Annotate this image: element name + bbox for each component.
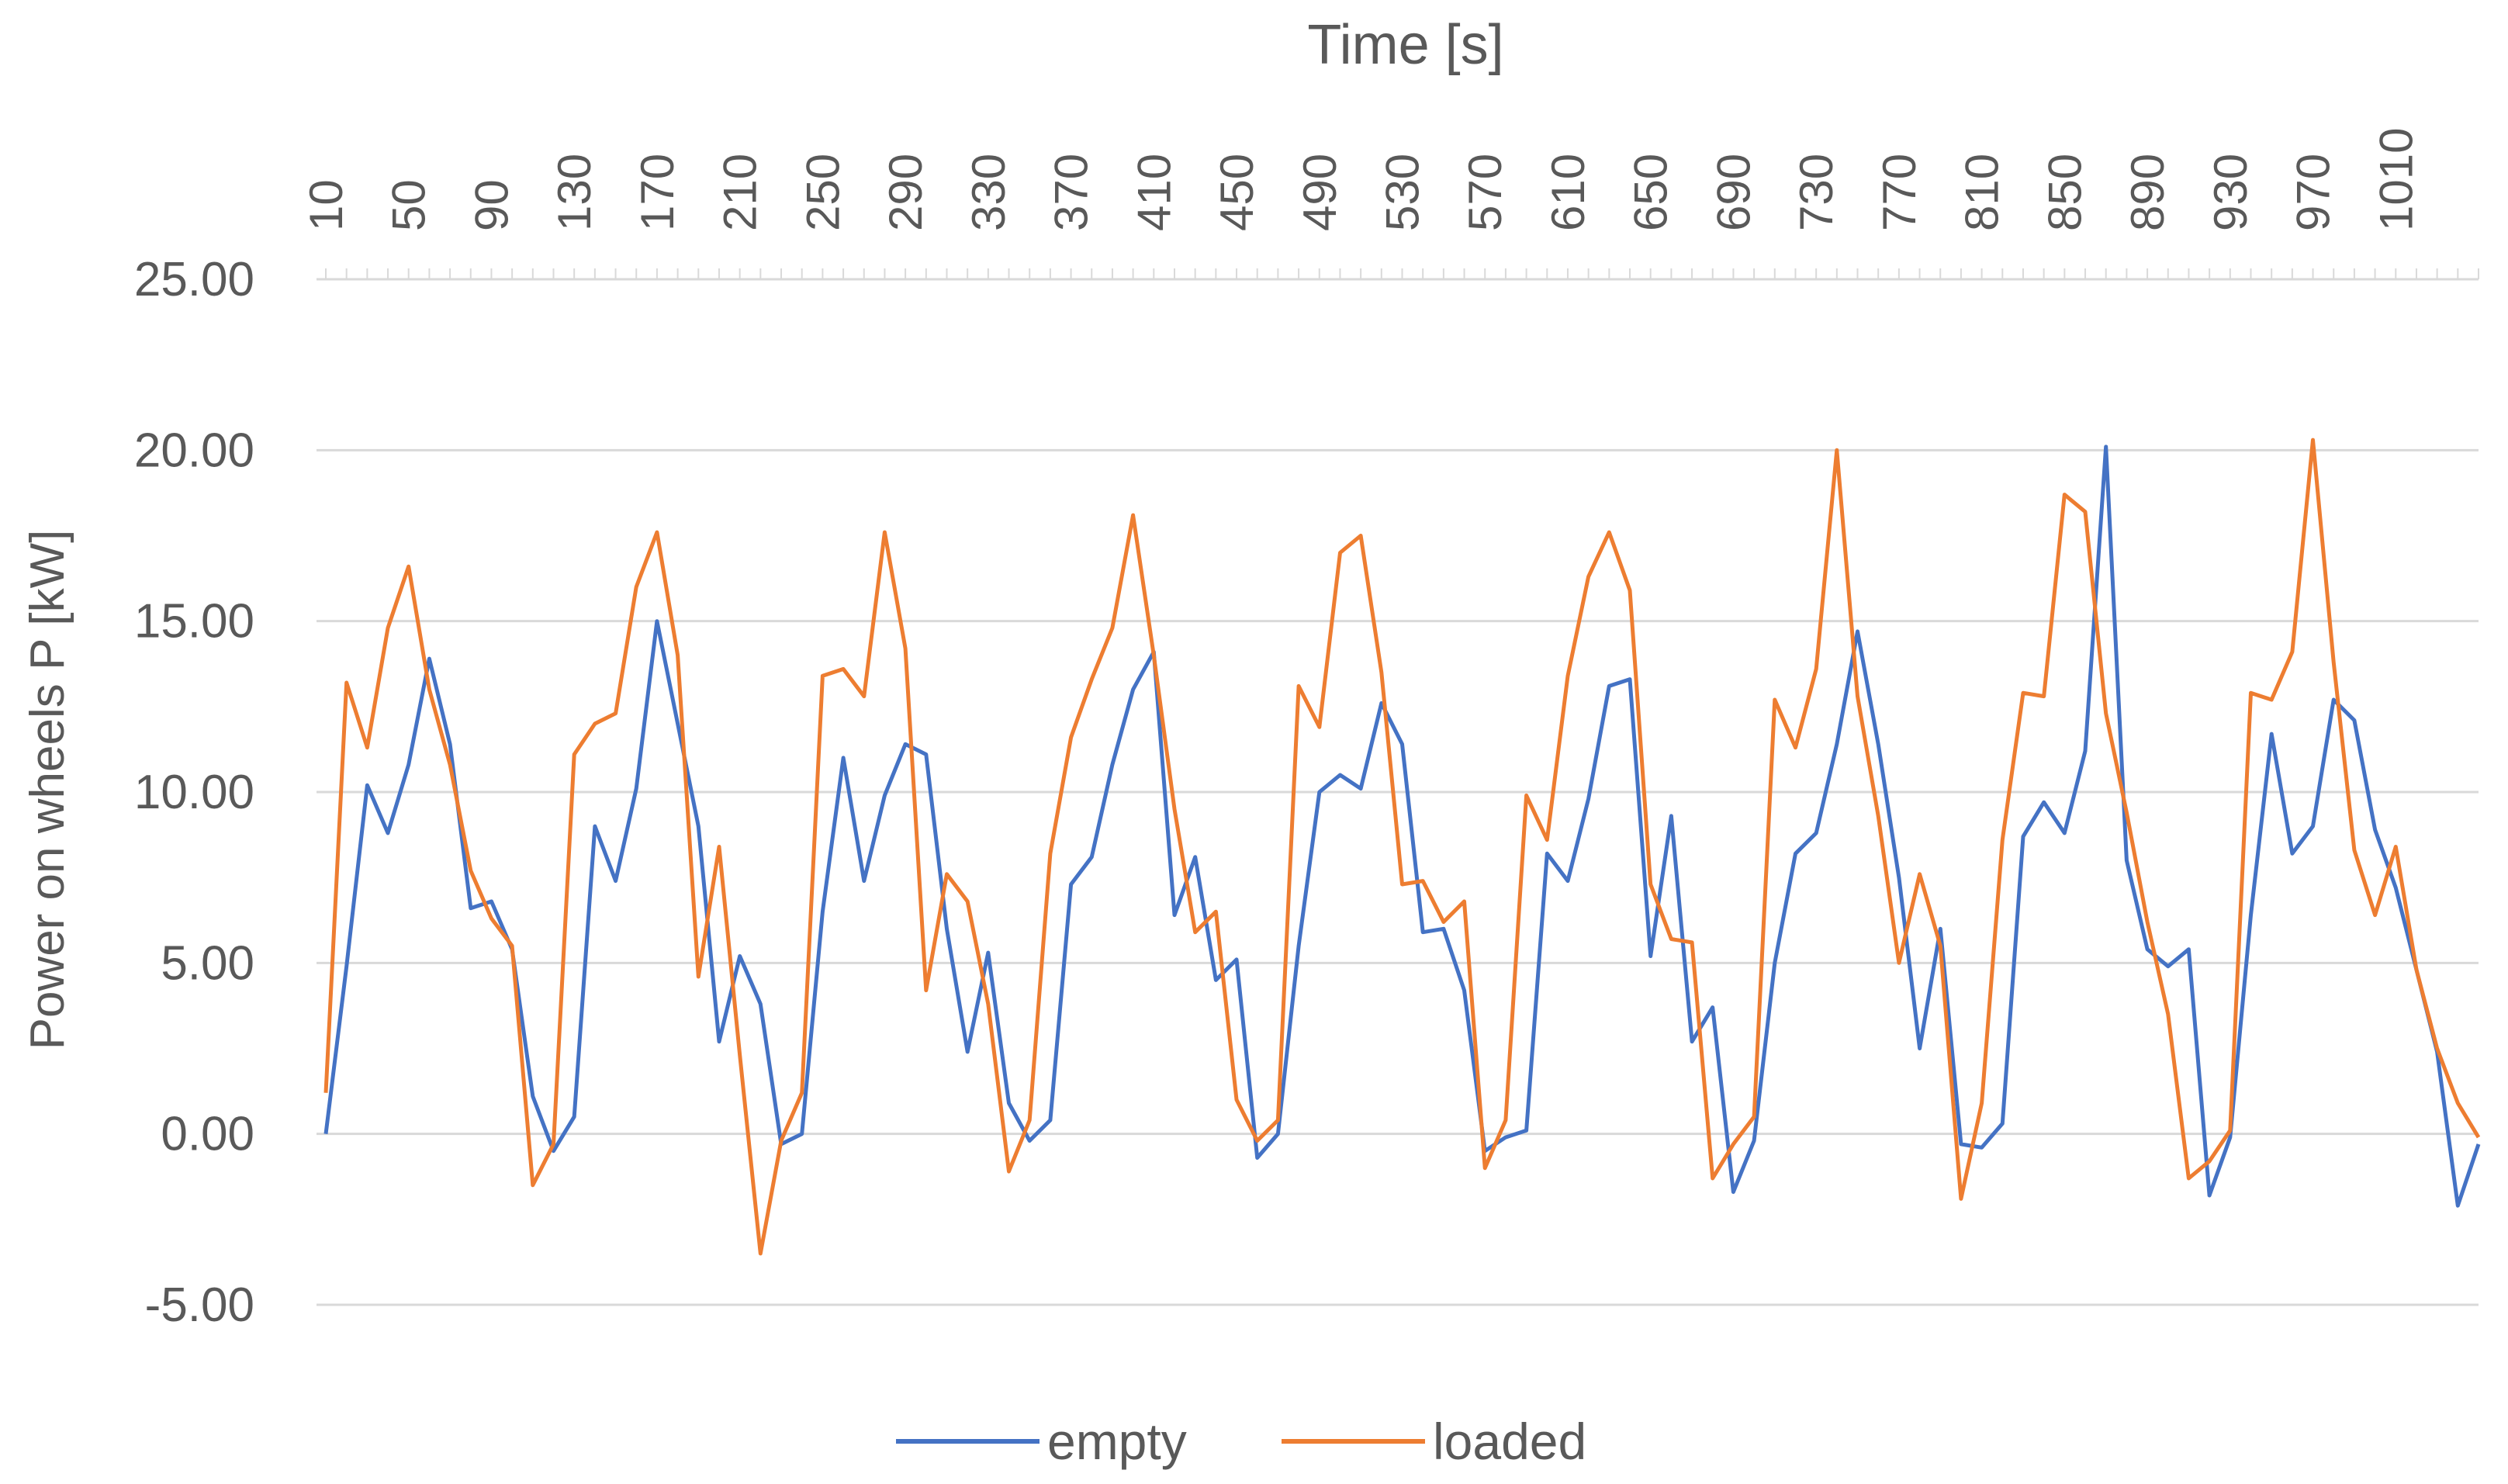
x-tick-label: 50	[383, 179, 435, 231]
y-tick-label: 10.00	[134, 766, 254, 819]
y-tick-label: -5.00	[145, 1278, 254, 1332]
legend: empty loaded	[896, 1413, 1586, 1470]
x-tick-label: 1010	[2370, 128, 2422, 231]
y-tick-label: 20.00	[134, 424, 254, 477]
x-tick-label: 90	[465, 179, 517, 231]
x-tick-label: 450	[1211, 154, 1263, 231]
x-tick-label: 10	[300, 179, 352, 231]
x-tick-label: 850	[2039, 154, 2091, 231]
x-tick-label: 210	[714, 154, 766, 231]
y-tick-label: 25.00	[134, 253, 254, 306]
y-tick-label: 15.00	[134, 595, 254, 649]
x-tick-label: 370	[1046, 154, 1098, 231]
x-tick-label: 810	[1956, 154, 2008, 231]
x-tick-label: 930	[2205, 154, 2257, 231]
y-axis-title: Power on wheels P [kW]	[21, 530, 74, 1050]
series-line-loaded	[323, 438, 2481, 1256]
x-tick-label: 410	[1128, 154, 1180, 231]
x-tick-label: 970	[2288, 154, 2340, 231]
y-tick-labels: 25.00 20.00 15.00 10.00 5.00 0.00 -5.00	[134, 253, 254, 1332]
series-lines	[323, 438, 2481, 1256]
y-tick-label: 0.00	[161, 1108, 254, 1161]
x-tick-label: 250	[797, 154, 849, 231]
x-tick-label: 130	[548, 154, 600, 231]
x-tick-label: 330	[963, 154, 1015, 231]
x-axis-title: Time [s]	[1307, 14, 1503, 76]
x-tick-label: 650	[1625, 154, 1677, 231]
x-tick-label: 730	[1790, 154, 1842, 231]
legend-label-loaded: loaded	[1433, 1413, 1586, 1470]
gridlines	[317, 268, 2479, 1306]
x-tick-label: 610	[1542, 154, 1594, 231]
x-tick-label: 890	[2122, 154, 2174, 231]
legend-label-empty: empty	[1047, 1413, 1187, 1470]
series-line-empty	[323, 445, 2481, 1208]
x-tick-label: 170	[631, 154, 683, 231]
x-tick-label: 490	[1294, 154, 1346, 231]
x-tick-label: 570	[1459, 154, 1511, 231]
x-tick-label: 530	[1377, 154, 1429, 231]
x-tick-label: 690	[1707, 154, 1759, 231]
x-tick-label: 290	[880, 154, 932, 231]
x-tick-label: 770	[1873, 154, 1925, 231]
y-tick-label: 5.00	[161, 936, 254, 990]
x-tick-labels: 10 50 90 130 170 210 250 290 330 370 410 450 490 530 5…	[300, 128, 2422, 231]
